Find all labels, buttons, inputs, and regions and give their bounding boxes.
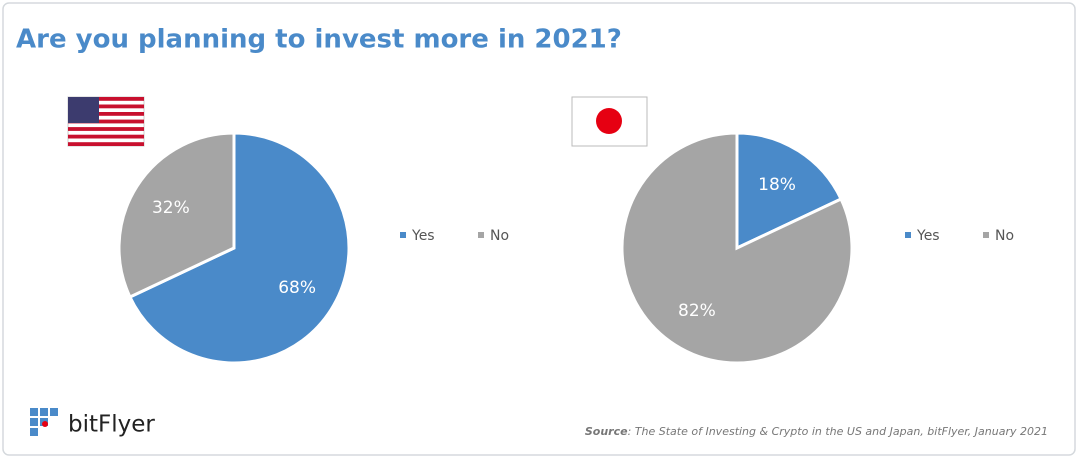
source-label: Source — [585, 425, 628, 438]
slice-label: 68% — [278, 278, 316, 298]
slice-label: 32% — [152, 198, 190, 218]
legend-swatch — [478, 232, 484, 238]
pie-slice — [620, 131, 854, 365]
legend-swatch — [905, 232, 911, 238]
source-text: : The State of Investing & Crypto in the… — [628, 425, 1048, 438]
pie-slice — [735, 131, 844, 251]
us-flag — [67, 96, 145, 147]
source: Source: The State of Investing & Crypto … — [585, 425, 1048, 438]
title: Are you planning to invest more in 2021? — [16, 25, 622, 55]
logo-text: bitFlyer — [68, 412, 155, 438]
legend-label: No — [490, 228, 509, 244]
pie-slice — [127, 131, 351, 365]
legend-label: Yes — [916, 228, 940, 244]
legend-swatch — [983, 232, 989, 238]
japan-flag — [571, 96, 648, 147]
legend-swatch — [400, 232, 406, 238]
logo-icon — [30, 408, 58, 436]
legend-label: No — [995, 228, 1014, 244]
slice-label: 18% — [758, 175, 796, 195]
pie-slice — [117, 131, 236, 299]
legend-label: Yes — [411, 228, 435, 244]
slice-label: 82% — [678, 301, 716, 321]
